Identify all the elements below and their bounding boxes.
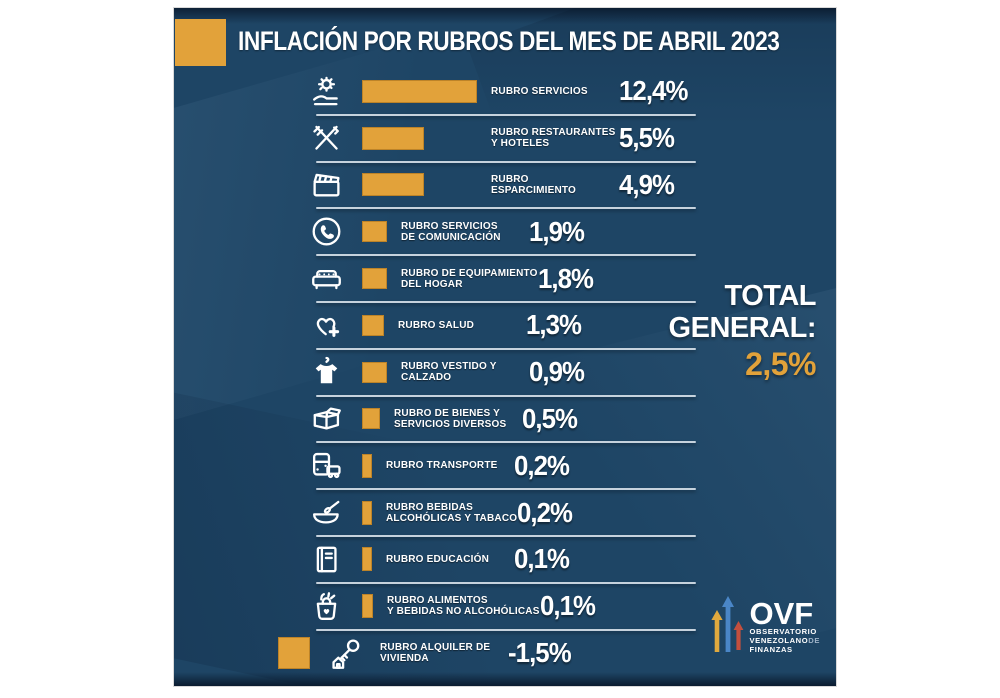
value-bar [362, 126, 424, 150]
value-bar [362, 453, 372, 478]
category-label: RUBRO DE EQUIPAMIENTO DEL HOGAR [401, 267, 538, 290]
value-label: 1,3% [526, 309, 582, 341]
logo-name: OVF [749, 596, 814, 631]
logo-sub3: FINANZAS [749, 645, 793, 654]
value-bar [362, 500, 372, 525]
bar-slot [362, 547, 372, 572]
chart-row: RUBRO DE BIENES Y SERVICIOS DIVERSOS 0,5% [174, 396, 836, 444]
value-bar [362, 221, 387, 243]
value-label: 0,1% [539, 590, 596, 622]
bar-slot [362, 594, 373, 619]
value-label: 12,4% [619, 75, 688, 107]
value-bar [362, 547, 372, 572]
grocery-bag-icon [302, 588, 350, 625]
clapperboard-icon [302, 166, 350, 203]
ovf-logo: OVF OBSERVATORIO VENEZOLANODE FINANZAS [710, 594, 821, 654]
total-general-block: TOTAL GENERAL: 2,5% [668, 280, 817, 382]
value-bar [362, 268, 387, 290]
value-bar [362, 408, 380, 430]
bar-slot [278, 636, 310, 669]
arrows-up-icon [710, 594, 744, 654]
chart-row: RUBRO DE EQUIPAMIENTO DEL HOGAR 1,8% [174, 255, 836, 303]
total-value: 2,5% [745, 346, 816, 382]
chart-row: RUBRO TRANSPORTE 0,2% [174, 442, 836, 490]
value-bar [362, 79, 477, 103]
chart-row: RUBRO SERVICIOS 12,4% [174, 68, 836, 116]
bar-slot [362, 268, 387, 290]
value-bar [362, 361, 387, 383]
category-label: RUBRO VESTIDO Y CALZADO [401, 361, 497, 384]
bar-slot [362, 361, 387, 383]
category-label: RUBRO ALQUILER DE VIVIENDA [380, 641, 491, 664]
heart-plus-icon [302, 307, 350, 344]
value-label: 4,9% [619, 168, 675, 200]
gear-hand-icon [302, 73, 350, 110]
chart-row: RUBRO BEBIDAS ALCOHÓLICAS Y TABACO 0,2% [174, 489, 836, 537]
bar-slot [362, 173, 477, 197]
value-bar [362, 594, 373, 619]
logo-text: OVF OBSERVATORIO VENEZOLANODE FINANZAS [749, 596, 821, 654]
book-icon [302, 541, 350, 578]
category-label: RUBRO SERVICIOS DE COMUNICACIÓN [401, 220, 501, 243]
logo-sub2: VENEZOLANODE [749, 636, 820, 645]
bar-slot [362, 126, 477, 150]
value-label: 0,1% [514, 543, 570, 575]
category-label: RUBRO ESPARCIMIENTO [491, 173, 577, 196]
value-bar [362, 314, 384, 336]
page-title: INFLACIÓN POR RUBROS DEL MES DE ABRIL 20… [238, 26, 780, 56]
bar-slot [362, 408, 380, 430]
tshirt-icon [302, 354, 350, 391]
category-label: RUBRO SERVICIOS [491, 85, 588, 97]
value-label: 5,5% [619, 122, 675, 154]
category-label: RUBRO EDUCACIÓN [386, 553, 489, 565]
total-label-line2: GENERAL: [668, 312, 817, 344]
logo-sub1: OBSERVATORIO [749, 627, 817, 636]
value-label: 0,9% [529, 356, 585, 388]
chart-rows: RUBRO SERVICIOS 12,4% RUBRO RESTAURANTES Y … [174, 68, 836, 676]
chart-row: RUBRO SERVICIOS DE COMUNICACIÓN 1,9% [174, 208, 836, 256]
value-label: 0,5% [522, 402, 578, 434]
sofa-icon [302, 260, 350, 297]
chart-row: RUBRO ALIMENTOS Y BEBIDAS NO ALCOHÓLICAS 0… [174, 583, 836, 631]
bar-slot [362, 221, 387, 243]
category-label: RUBRO ALIMENTOS Y BEBIDAS NO ALCOHÓLICAS [387, 595, 540, 618]
phone-icon [302, 213, 350, 250]
house-key-icon [322, 634, 370, 671]
chart-row: RUBRO ALQUILER DE VIVIENDA -1,5% [174, 630, 836, 677]
value-bar [362, 173, 424, 197]
category-label: RUBRO BEBIDAS ALCOHÓLICAS Y TABACO [386, 501, 518, 524]
bar-slot [362, 500, 372, 525]
infographic-panel: INFLACIÓN POR RUBROS DEL MES DE ABRIL 20… [174, 8, 836, 686]
total-label-line1: TOTAL [724, 280, 817, 312]
value-label: 0,2% [514, 449, 570, 481]
category-label: RUBRO SALUD [398, 319, 475, 331]
bar-slot [362, 314, 384, 336]
category-label: RUBRO RESTAURANTES Y HOTELES [491, 127, 616, 150]
package-icon [302, 400, 350, 437]
bowl-icon [302, 494, 350, 531]
category-label: RUBRO TRANSPORTE [386, 460, 498, 472]
bus-icon [302, 447, 350, 484]
category-label: RUBRO DE BIENES Y SERVICIOS DIVERSOS [394, 407, 507, 430]
value-label: 1,9% [529, 215, 585, 247]
chart-row: RUBRO EDUCACIÓN 0,1% [174, 536, 836, 584]
value-bar [278, 636, 310, 669]
value-label: 0,2% [517, 496, 573, 528]
cutlery-icon [302, 120, 350, 157]
chart-row: RUBRO ESPARCIMIENTO 4,9% [174, 162, 836, 210]
value-label: 1,8% [537, 262, 594, 294]
bar-slot [362, 453, 372, 478]
value-label: -1,5% [508, 636, 572, 668]
bar-slot [362, 79, 477, 103]
chart-row: RUBRO VESTIDO Y CALZADO 0,9% [174, 349, 836, 397]
chart-row: RUBRO SALUD 1,3% [174, 302, 836, 350]
title-accent-square [175, 19, 226, 66]
chart-row: RUBRO RESTAURANTES Y HOTELES 5,5% [174, 115, 836, 163]
